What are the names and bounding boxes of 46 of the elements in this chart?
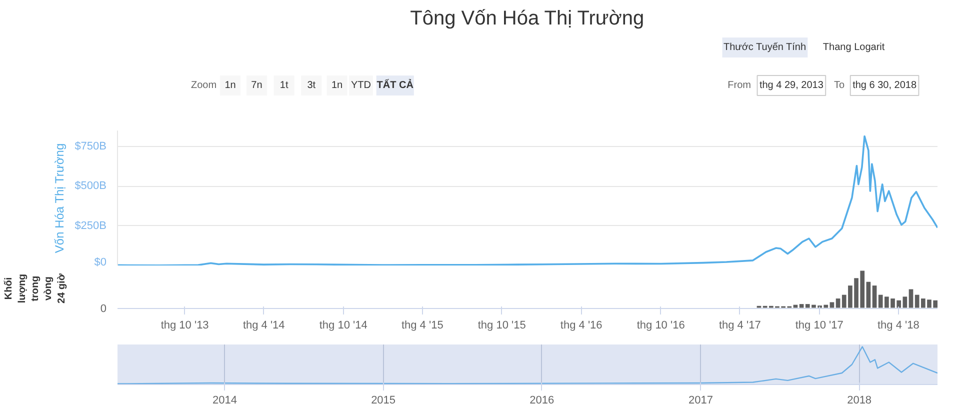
y-axis-title: Vốn Hóa Thị Trường: [52, 143, 67, 254]
text: 1n: [331, 80, 343, 91]
x-tick-label: thg 10 '14: [319, 320, 368, 332]
bar: [830, 302, 834, 308]
text: From: [728, 80, 752, 91]
x-tick-label: thg 10 '16: [636, 320, 685, 332]
text: 7n: [251, 80, 262, 91]
x-tick-label: thg 10 '13: [160, 320, 209, 332]
y-axis-title: Khối lượng trong vòng 24 giờ: [4, 272, 68, 304]
bar: [793, 304, 798, 308]
y-tick-label: $250B: [74, 220, 107, 232]
y-tick-label: $500B: [74, 180, 107, 192]
x-tick-label: 2014: [212, 394, 238, 406]
x-tick-label: 2015: [371, 394, 396, 406]
text: thg 6 30, 2018: [852, 80, 917, 91]
text: YTD: [350, 80, 371, 91]
x-tick-label: thg 4 '18: [877, 320, 920, 332]
text: Thước Tuyến Tính: [724, 42, 806, 53]
text: 1n: [224, 80, 236, 91]
line-series: [118, 135, 938, 266]
x-tick-label: thg 10 '17: [795, 320, 844, 332]
bar: [836, 298, 840, 308]
x-tick-label: 2016: [530, 394, 554, 406]
text: 3t: [307, 80, 316, 91]
y-tick-label: $0: [94, 256, 107, 268]
x-tick-label: thg 4 '15: [401, 320, 444, 332]
bar: [799, 304, 804, 308]
text: Zoom: [190, 80, 217, 91]
text: 0: [100, 302, 107, 315]
x-tick-label: thg 4 '16: [560, 320, 602, 332]
bar: [872, 286, 877, 308]
bar: [866, 282, 871, 308]
chart-title: Tông Vốn Hóa Thị Trường: [410, 8, 644, 30]
x-tick-label: 2017: [688, 394, 714, 406]
x-tick-label: 2018: [847, 394, 872, 406]
text: 1t: [280, 80, 288, 91]
bar: [902, 296, 908, 308]
x-tick-label: thg 4 '17: [718, 320, 761, 332]
text: TẤT CẢ: [376, 79, 414, 91]
text: Thang Logarit: [822, 42, 885, 53]
x-tick-label: thg 4 '14: [242, 320, 285, 332]
y-tick-label: $750B: [74, 140, 107, 152]
x-tick-label: thg 10 '15: [478, 320, 526, 332]
bar: [908, 289, 914, 308]
text: thg 4 29, 2013: [759, 80, 824, 91]
text: To: [834, 80, 845, 91]
